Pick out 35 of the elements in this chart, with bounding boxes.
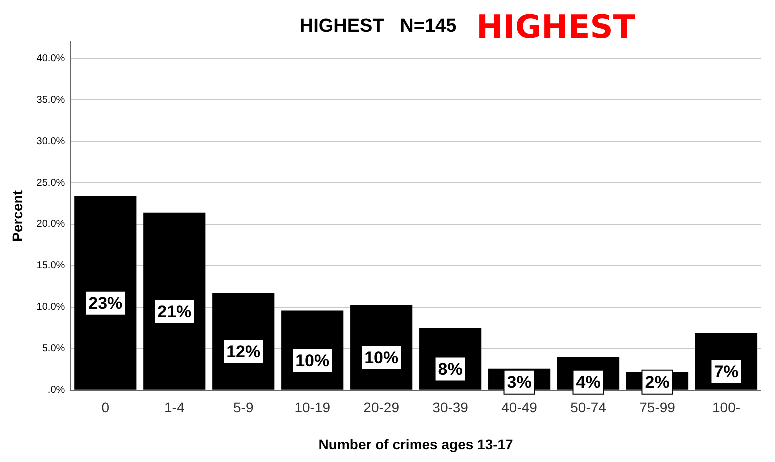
x-tick-label: 50-74 [570,400,607,416]
x-axis-title: Number of crimes ages 13-17 [318,436,514,452]
data-label: 10% [296,351,330,370]
data-label: 2% [645,373,670,392]
y-tick-label: 20.0% [36,219,66,230]
x-tick-label: 0 [102,400,110,416]
data-label: 3% [507,373,532,392]
y-tick-label: 10.0% [36,302,66,314]
x-tick-label: 30-39 [432,400,469,416]
x-tick-label: 40-49 [502,400,538,416]
y-tick-label: 35.0% [36,94,66,106]
y-tick-label: 25.0% [36,178,66,189]
data-label: 8% [438,360,463,379]
x-tick-label: 10-19 [294,400,331,416]
data-label: 10% [364,348,399,368]
bar [74,196,137,390]
data-label: 7% [714,362,739,382]
y-tick-label: 30.0% [36,136,66,148]
x-tick-label: 1-4 [164,400,185,416]
data-label: 21% [158,302,192,322]
chart-title: HIGHEST N=145 [300,16,457,38]
data-label: 23% [88,294,123,314]
data-label: 12% [226,342,261,362]
y-tick-label: 15.0% [36,260,66,272]
data-label: 4% [576,373,601,392]
x-tick-label: 5-9 [234,400,254,416]
x-tick-label: 100- [712,400,741,416]
y-tick-label: .0% [48,385,66,396]
y-tick-label: 40.0% [36,53,66,64]
y-axis-title: Percent [9,190,26,242]
x-tick-label: 75-99 [640,400,676,416]
bar [144,212,206,390]
y-tick-label: 5.0% [42,344,66,355]
annotation: HIGHEST [476,8,636,46]
x-tick-label: 20-29 [364,400,400,416]
